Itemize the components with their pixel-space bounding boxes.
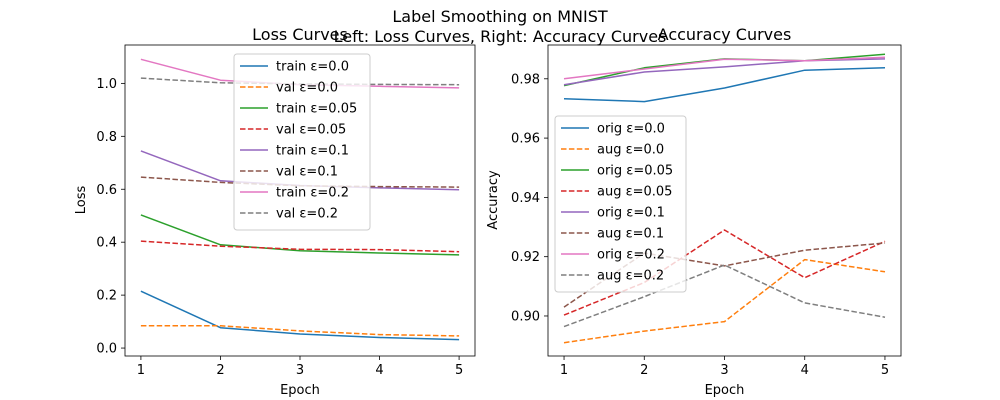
legend-box bbox=[554, 115, 687, 293]
legend: orig ε=0.0 aug ε=0.0 orig ε=0.05 aug ε=0.05… bbox=[554, 115, 687, 293]
figure-suptitle: Label Smoothing on MNIST bbox=[392, 7, 607, 26]
legend-label: aug ε=0.0 bbox=[597, 143, 664, 158]
legend-label: val ε=0.05 bbox=[276, 123, 346, 138]
accuracy-chart: Accuracy Curves 1 2 3 4 5 0.90 0.92 0.94 0.96 0.98… bbox=[486, 25, 902, 398]
chart-title: Accuracy Curves bbox=[658, 25, 792, 44]
x-tick-label: 1 bbox=[137, 363, 145, 378]
legend-label: orig ε=0.1 bbox=[597, 206, 665, 221]
figure-subtitle: Left: Loss Curves, Right: Accuracy Curve… bbox=[334, 27, 667, 46]
y-axis-label: Accuracy bbox=[486, 170, 501, 230]
y-tick-label: 0.4 bbox=[96, 236, 117, 251]
series-line-1 bbox=[140, 325, 460, 337]
y-axis-label: Loss bbox=[74, 186, 89, 215]
legend-label: val ε=0.2 bbox=[276, 207, 338, 222]
legend-label: val ε=0.0 bbox=[276, 81, 338, 96]
legend-label: val ε=0.1 bbox=[276, 165, 338, 180]
y-tick-label: 1.0 bbox=[96, 77, 117, 92]
series-line-2 bbox=[140, 214, 460, 256]
series-line-0 bbox=[140, 290, 460, 341]
y-tick-label: 0.6 bbox=[96, 183, 117, 198]
x-tick-label: 3 bbox=[296, 363, 304, 378]
legend-label: aug ε=0.1 bbox=[597, 227, 664, 242]
series-line-6 bbox=[563, 56, 886, 80]
x-tick-label: 2 bbox=[640, 363, 648, 378]
x-axis-label: Epoch bbox=[705, 383, 745, 398]
series-line-3 bbox=[140, 240, 460, 253]
series-line-1 bbox=[563, 258, 886, 344]
loss-chart: Loss Curves 1 2 3 4 5 0.0 0.2 0.4 0.6 0.8 1.0 Epoch L… bbox=[74, 25, 476, 398]
legend-label: train ε=0.05 bbox=[276, 102, 357, 117]
legend-box bbox=[233, 53, 371, 231]
y-tick-label: 0.90 bbox=[511, 309, 540, 324]
legend-label: aug ε=0.2 bbox=[597, 269, 664, 284]
x-tick-label: 4 bbox=[801, 363, 809, 378]
legend-label: orig ε=0.05 bbox=[597, 164, 673, 179]
legend-label: orig ε=0.0 bbox=[597, 122, 665, 137]
legend-label: orig ε=0.2 bbox=[597, 248, 665, 263]
y-tick-label: 0.96 bbox=[511, 132, 540, 147]
y-tick-label: 0.8 bbox=[96, 130, 117, 145]
y-tick-label: 0.98 bbox=[511, 72, 540, 87]
series-line-3 bbox=[563, 229, 886, 316]
series-line-0 bbox=[563, 67, 886, 103]
legend-label: aug ε=0.05 bbox=[597, 185, 672, 200]
y-tick-label: 0.92 bbox=[511, 250, 540, 265]
x-tick-label: 2 bbox=[216, 363, 224, 378]
legend-label: train ε=0.1 bbox=[276, 144, 349, 159]
chart-title: Loss Curves bbox=[252, 25, 348, 44]
x-axis-label: Epoch bbox=[280, 383, 320, 398]
legend: train ε=0.0 val ε=0.0 train ε=0.05 val ε=0.… bbox=[233, 53, 371, 231]
y-tick-label: 0.94 bbox=[511, 191, 540, 206]
x-tick-label: 4 bbox=[375, 363, 383, 378]
x-tick-label: 5 bbox=[455, 363, 463, 378]
y-tick-label: 0.2 bbox=[96, 289, 117, 304]
series-line-7 bbox=[563, 264, 886, 328]
legend-label: train ε=0.2 bbox=[276, 186, 349, 201]
x-tick-label: 5 bbox=[881, 363, 889, 378]
x-tick-label: 3 bbox=[720, 363, 728, 378]
y-tick-label: 0.0 bbox=[96, 342, 117, 357]
x-tick-label: 1 bbox=[560, 363, 568, 378]
series-line-4 bbox=[563, 58, 886, 86]
legend-label: train ε=0.0 bbox=[276, 60, 349, 75]
